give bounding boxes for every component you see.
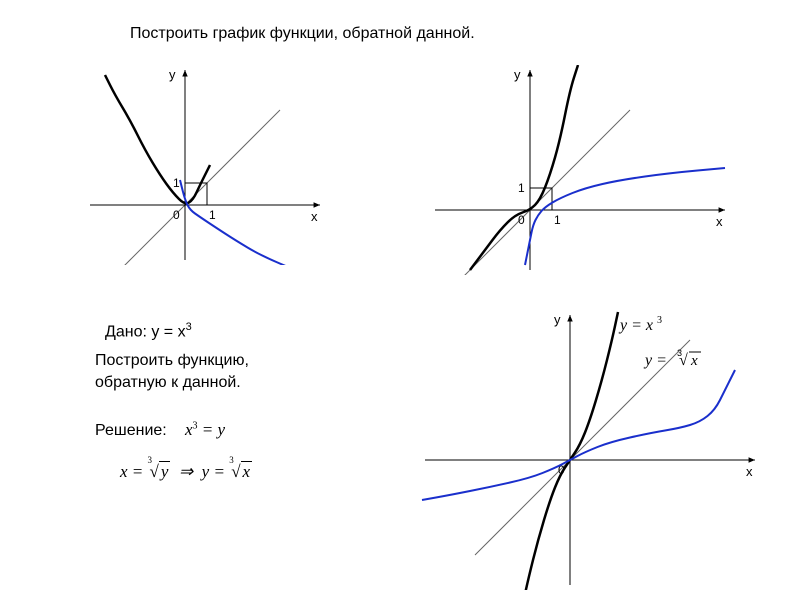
svg-text:1: 1 [209,208,216,222]
svg-text:y: y [169,67,176,82]
graph-bottom-right: 0xyy = x3y = 3√x [420,310,760,590]
given-exp: 3 [186,321,192,333]
task-text: Построить функцию, обратную к данной. [95,350,249,395]
svg-text:x: x [746,464,753,479]
svg-text:x: x [716,214,723,229]
svg-text:0: 0 [173,208,180,222]
svg-text:y: y [514,67,521,82]
svg-text:1: 1 [173,176,180,190]
graph-top-right: 110xy [430,65,730,275]
svg-text:y = x: y = x [618,317,653,334]
svg-text:x: x [690,353,698,369]
page-title: Построить график функции, обратной данно… [130,25,475,43]
svg-text:√: √ [679,352,688,369]
svg-text:1: 1 [518,181,525,195]
formula-derivation: x = 3 √y ⇒ y = 3 √x [120,460,252,484]
svg-text:1: 1 [554,213,561,227]
given-label: Дано: y = x [105,323,186,340]
svg-text:x: x [311,209,318,224]
svg-text:3: 3 [657,315,662,326]
svg-text:y =: y = [643,352,667,369]
svg-text:y: y [554,312,561,327]
formula-cubed-eq-y: x3 = y [185,418,225,442]
solution-label: Решение: [95,420,167,442]
graph-top-left: 1 1 0 x y [85,65,325,265]
given-text: Дано: y = x3 [105,320,192,344]
